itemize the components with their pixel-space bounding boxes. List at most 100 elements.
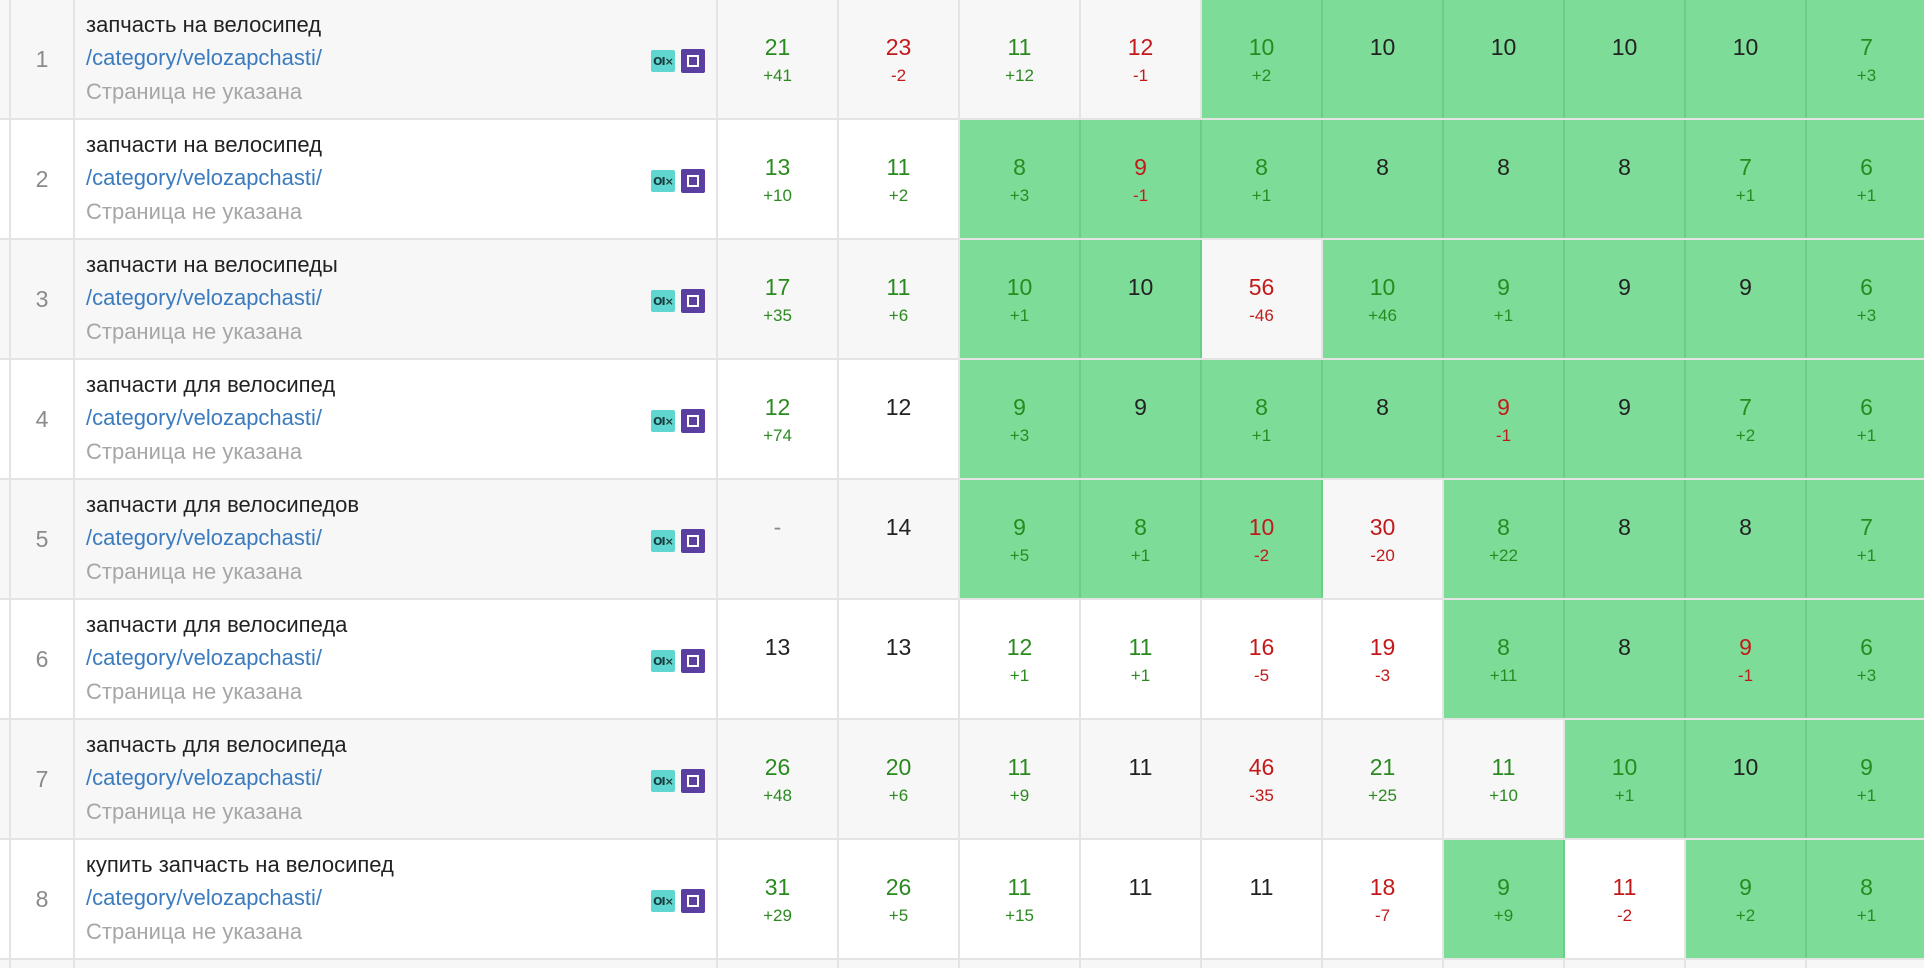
position-delta: +3 (1856, 306, 1877, 325)
keyword-url-link[interactable]: /category/velozapchasti/ (86, 45, 323, 70)
position-cell: 11 (1202, 840, 1323, 958)
row-number: 6 (11, 600, 75, 718)
position-cell: 8 (1323, 360, 1444, 478)
keyword-url-link[interactable]: /category/velozapchasti/ (86, 405, 323, 430)
analytics-badge-icon[interactable]: OI× (651, 650, 675, 672)
position-cell: 13 (839, 600, 960, 718)
position-cell: 10 +2 (1202, 0, 1323, 118)
position-value: 8 (1376, 154, 1389, 180)
position-value: 9 (1618, 394, 1631, 420)
square-badge-icon[interactable] (681, 769, 705, 793)
square-badge-icon[interactable] (681, 409, 705, 433)
position-cell: 6 +1 (1807, 360, 1924, 478)
square-badge-icon[interactable] (681, 169, 705, 193)
position-delta: +1 (1130, 546, 1151, 565)
position-cell: 20 +6 (839, 720, 960, 838)
analytics-badge-icon[interactable]: OI× (651, 50, 675, 72)
square-badge-icon[interactable] (681, 49, 705, 73)
analytics-badge-icon[interactable]: OI× (651, 170, 675, 192)
position-cell (1323, 960, 1444, 968)
position-cell: 12 -1 (1081, 0, 1202, 118)
keyword-title: запчасти для велосипеда (86, 612, 348, 637)
position-cell: 11 +9 (960, 720, 1081, 838)
keyword-title: запчасти для велосипед (86, 372, 336, 397)
analytics-badge-icon[interactable]: OI× (651, 290, 675, 312)
position-cell: 9 +1 (1807, 720, 1924, 838)
analytics-badge-icon[interactable]: OI× (651, 530, 675, 552)
position-value: 10 (1732, 754, 1759, 780)
position-cell: 8 +1 (1081, 480, 1202, 598)
position-cell (1565, 960, 1686, 968)
square-badge-icon[interactable] (681, 289, 705, 313)
position-value: 11 (886, 274, 911, 300)
square-badge-icon[interactable] (681, 529, 705, 553)
position-value: 31 (764, 874, 791, 900)
row-number: 5 (11, 480, 75, 598)
position-delta: +1 (1856, 906, 1877, 925)
position-delta: +46 (1368, 306, 1397, 325)
keyword-url-link[interactable]: /category/velozapchasti/ (86, 165, 323, 190)
position-delta: +3 (1009, 186, 1030, 205)
position-delta: +12 (1005, 66, 1034, 85)
row-lead-cell (0, 240, 11, 358)
keyword-title: запчасти для велосипедов (86, 492, 360, 517)
keyword-url-link[interactable]: /category/velozapchasti/ (86, 885, 323, 910)
position-delta: +2 (1735, 906, 1756, 925)
keyword-cell: запчасти для велосипеда/category/velozap… (75, 600, 718, 718)
keyword-cell: запчасть на велосипед/category/velozapch… (75, 0, 718, 118)
position-cell (1081, 960, 1202, 968)
position-delta: +9 (1009, 786, 1030, 805)
position-delta: +35 (763, 306, 792, 325)
position-cell: 18 -7 (1323, 840, 1444, 958)
position-delta: -20 (1370, 546, 1395, 565)
position-value: 11 (1612, 874, 1637, 900)
position-cell: 11 +1 (1081, 600, 1202, 718)
position-value: 30 (1369, 514, 1396, 540)
position-cell: 10 (1565, 0, 1686, 118)
keyword-cell: запчасти на велосипеды/category/velozapc… (75, 240, 718, 358)
analytics-badge-icon[interactable]: OI× (651, 770, 675, 792)
row-lead-cell (0, 120, 11, 238)
analytics-badge-icon[interactable]: OI× (651, 410, 675, 432)
square-badge-icon[interactable] (681, 649, 705, 673)
position-cell (718, 960, 839, 968)
position-value: 46 (1248, 754, 1275, 780)
position-cell: 31 +29 (718, 840, 839, 958)
analytics-badge-icon[interactable]: OI× (651, 890, 675, 912)
position-delta: -1 (1132, 66, 1149, 85)
row-number: 8 (11, 840, 75, 958)
position-cell: 10 +1 (960, 240, 1081, 358)
position-value: 8 (1255, 154, 1268, 180)
position-cell: 56 -46 (1202, 240, 1323, 358)
position-value: 8 (1497, 634, 1510, 660)
position-cell: 8 +22 (1444, 480, 1565, 598)
position-cell: 8 +1 (1202, 360, 1323, 478)
keyword-page-status: Страница не указана (86, 679, 303, 704)
position-value: 10 (1732, 34, 1759, 60)
position-cell: 13 +10 (718, 120, 839, 238)
square-badge-icon[interactable] (681, 889, 705, 913)
position-cell (839, 960, 960, 968)
position-value: 10 (1248, 514, 1275, 540)
position-cell: 8 (1565, 120, 1686, 238)
keyword-url-link[interactable]: /category/velozapchasti/ (86, 645, 323, 670)
position-cell: 10 (1444, 0, 1565, 118)
position-value: 7 (1739, 394, 1752, 420)
position-value: 56 (1248, 274, 1275, 300)
keyword-url-link[interactable]: /category/velozapchasti/ (86, 525, 323, 550)
position-delta: +25 (1368, 786, 1397, 805)
position-cell: 46 -35 (1202, 720, 1323, 838)
position-delta: +3 (1009, 426, 1030, 445)
position-delta: +22 (1489, 546, 1518, 565)
position-cell: 9 (1565, 240, 1686, 358)
table-row: 7 запчасть для велосипеда/category/veloza… (0, 720, 1924, 840)
keyword-url-link[interactable]: /category/velozapchasti/ (86, 285, 323, 310)
position-delta: +1 (1856, 786, 1877, 805)
position-cell: 8 (1565, 600, 1686, 718)
position-cell: 7 +1 (1686, 120, 1807, 238)
row-lead-cell (0, 360, 11, 478)
position-delta: +1 (1735, 186, 1756, 205)
position-value: 7 (1860, 34, 1873, 60)
position-value: 12 (764, 394, 791, 420)
keyword-url-link[interactable]: /category/velozapchasti/ (86, 765, 323, 790)
